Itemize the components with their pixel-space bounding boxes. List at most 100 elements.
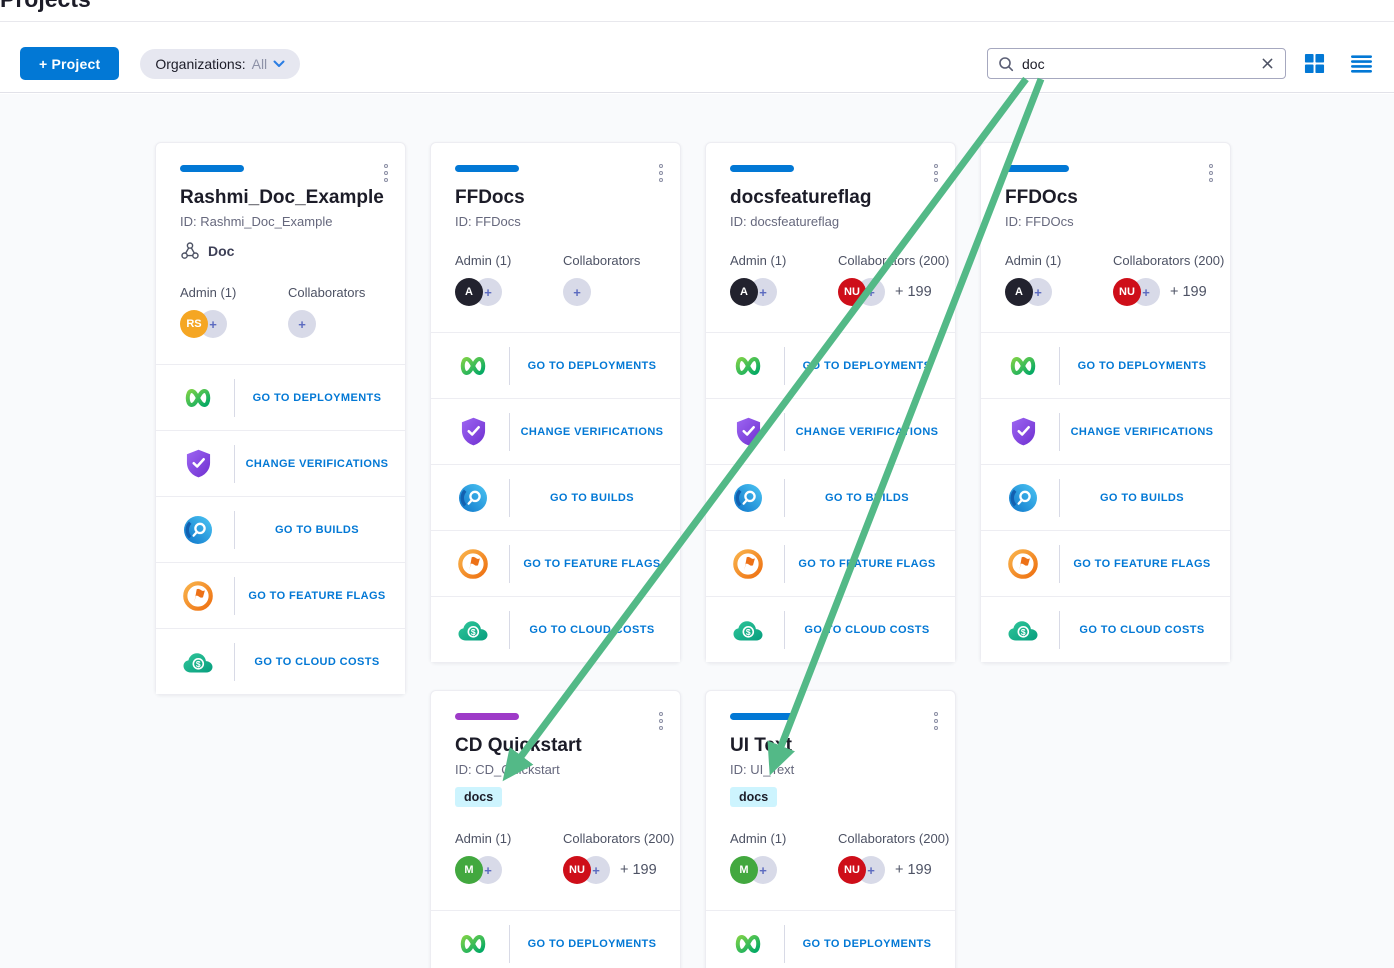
go-to-builds-link[interactable]: GO TO BUILDS bbox=[706, 464, 955, 530]
admin-avatar: M bbox=[730, 856, 758, 884]
go-to-builds-link[interactable]: GO TO BUILDS bbox=[981, 464, 1230, 530]
list-view-button[interactable] bbox=[1349, 53, 1374, 75]
go-to-feature-flags-link[interactable]: GO TO FEATURE FLAGS bbox=[706, 530, 955, 596]
go-to-cloud-costs-link[interactable]: GO TO CLOUD COSTS bbox=[431, 596, 680, 662]
add-collaborator-button[interactable]: + bbox=[288, 310, 316, 338]
collaborator-avatar: NU bbox=[838, 278, 866, 306]
admin-avatar: A bbox=[455, 278, 483, 306]
deployments-infinity-icon bbox=[457, 355, 489, 377]
projects-grid: Rashmi_Doc_Example ID: Rashmi_Doc_Exampl… bbox=[0, 94, 1394, 968]
project-title[interactable]: FFDOcs bbox=[1005, 187, 1078, 208]
go-to-cloud-costs-link[interactable]: GO TO CLOUD COSTS bbox=[981, 596, 1230, 662]
cloud-costs-icon bbox=[457, 618, 489, 642]
builds-ci-icon bbox=[1007, 483, 1039, 513]
deployments-infinity-icon bbox=[182, 387, 214, 409]
collaborators-label: Collaborators (200) bbox=[838, 253, 950, 268]
project-title[interactable]: FFDocs bbox=[455, 187, 525, 208]
feature-flag-icon bbox=[732, 549, 764, 579]
go-to-deployments-link[interactable]: GO TO DEPLOYMENTS bbox=[431, 910, 680, 968]
project-card-docsfeatureflag[interactable]: docsfeatureflag ID: docsfeatureflag Admi… bbox=[705, 142, 956, 663]
collaborator-avatar: NU bbox=[838, 856, 866, 884]
kebab-menu-icon[interactable] bbox=[379, 159, 393, 187]
grid-view-button[interactable] bbox=[1302, 51, 1327, 76]
toolbar: + Project Organizations: All bbox=[0, 23, 1394, 93]
builds-ci-icon bbox=[182, 515, 214, 545]
go-to-deployments-link[interactable]: GO TO DEPLOYMENTS bbox=[156, 364, 405, 430]
feature-flag-icon bbox=[1007, 549, 1039, 579]
collaborators-label: Collaborators (200) bbox=[1113, 253, 1225, 268]
add-collaborator-button[interactable]: + bbox=[563, 278, 591, 306]
project-id: ID: docsfeatureflag bbox=[730, 214, 840, 229]
project-title[interactable]: UI Text bbox=[730, 735, 792, 756]
project-id: ID: CD_Quickstart bbox=[455, 762, 560, 777]
go-to-cloud-costs-link[interactable]: GO TO CLOUD COSTS bbox=[156, 628, 405, 694]
admin-label: Admin (1) bbox=[730, 253, 787, 268]
go-to-deployments-link[interactable]: GO TO DEPLOYMENTS bbox=[706, 910, 955, 968]
project-title[interactable]: docsfeatureflag bbox=[730, 187, 872, 208]
kebab-menu-icon[interactable] bbox=[654, 707, 668, 735]
collaborators-label: Collaborators bbox=[288, 285, 366, 300]
tags-icon bbox=[180, 241, 200, 261]
project-color-bar bbox=[455, 713, 519, 720]
verification-shield-icon bbox=[457, 417, 489, 446]
admin-label: Admin (1) bbox=[730, 831, 787, 846]
ui-text-docs-tag: docs bbox=[730, 787, 778, 807]
project-card-ui-text[interactable]: UI Text ID: UI_Text docs Admin (1) M + C… bbox=[705, 690, 956, 968]
search-input[interactable] bbox=[1022, 55, 1260, 72]
clear-search-button[interactable] bbox=[1260, 56, 1275, 71]
change-verifications-link[interactable]: CHANGE VERIFICATIONS bbox=[431, 398, 680, 464]
search-box bbox=[987, 48, 1286, 79]
kebab-menu-icon[interactable] bbox=[654, 159, 668, 187]
go-to-deployments-link[interactable]: GO TO DEPLOYMENTS bbox=[431, 332, 680, 398]
deployments-infinity-icon bbox=[1007, 355, 1039, 377]
project-card-rashmi-doc-example[interactable]: Rashmi_Doc_Example ID: Rashmi_Doc_Exampl… bbox=[155, 142, 406, 695]
project-color-bar bbox=[730, 165, 794, 172]
kebab-menu-icon[interactable] bbox=[1204, 159, 1218, 187]
go-to-deployments-link[interactable]: GO TO DEPLOYMENTS bbox=[981, 332, 1230, 398]
feature-flag-icon bbox=[457, 549, 489, 579]
verification-shield-icon bbox=[182, 449, 214, 478]
project-card-ffdocs[interactable]: FFDocs ID: FFDocs Admin (1) A + Collabor… bbox=[430, 142, 681, 663]
organizations-filter-dropdown[interactable]: Organizations: All bbox=[140, 48, 301, 79]
search-icon bbox=[999, 56, 1014, 71]
go-to-deployments-link[interactable]: GO TO DEPLOYMENTS bbox=[706, 332, 955, 398]
change-verifications-link[interactable]: CHANGE VERIFICATIONS bbox=[981, 398, 1230, 464]
project-title[interactable]: CD Quickstart bbox=[455, 735, 582, 756]
collaborators-overflow-count: + 199 bbox=[1170, 284, 1207, 300]
go-to-cloud-costs-link[interactable]: GO TO CLOUD COSTS bbox=[706, 596, 955, 662]
kebab-menu-icon[interactable] bbox=[929, 159, 943, 187]
admin-avatar: A bbox=[1005, 278, 1033, 306]
admin-label: Admin (1) bbox=[455, 253, 512, 268]
go-to-feature-flags-link[interactable]: GO TO FEATURE FLAGS bbox=[981, 530, 1230, 596]
project-title[interactable]: Rashmi_Doc_Example bbox=[180, 187, 384, 208]
builds-ci-icon bbox=[732, 483, 764, 513]
admin-avatar: RS bbox=[180, 310, 208, 338]
tag-label: Doc bbox=[208, 243, 235, 259]
project-card-cd-quickstart[interactable]: CD Quickstart ID: CD_Quickstart docs Adm… bbox=[430, 690, 681, 968]
go-to-builds-link[interactable]: GO TO BUILDS bbox=[431, 464, 680, 530]
verification-shield-icon bbox=[732, 417, 764, 446]
project-id: ID: FFDocs bbox=[455, 214, 521, 229]
cloud-costs-icon bbox=[732, 618, 764, 642]
change-verifications-link[interactable]: CHANGE VERIFICATIONS bbox=[706, 398, 955, 464]
admin-label: Admin (1) bbox=[180, 285, 237, 300]
collaborator-avatar: NU bbox=[1113, 278, 1141, 306]
page-header: Projects bbox=[0, 0, 1394, 22]
collaborator-avatar: NU bbox=[563, 856, 591, 884]
cloud-costs-icon bbox=[1007, 618, 1039, 642]
admin-avatar: A bbox=[730, 278, 758, 306]
change-verifications-link[interactable]: CHANGE VERIFICATIONS bbox=[156, 430, 405, 496]
feature-flag-icon bbox=[182, 581, 214, 611]
grid-view-icon bbox=[1304, 53, 1325, 74]
go-to-feature-flags-link[interactable]: GO TO FEATURE FLAGS bbox=[431, 530, 680, 596]
go-to-builds-link[interactable]: GO TO BUILDS bbox=[156, 496, 405, 562]
page-title: Projects bbox=[0, 0, 91, 13]
admin-label: Admin (1) bbox=[1005, 253, 1062, 268]
new-project-button[interactable]: + Project bbox=[20, 47, 120, 80]
go-to-feature-flags-link[interactable]: GO TO FEATURE FLAGS bbox=[156, 562, 405, 628]
project-id: ID: FFDOcs bbox=[1005, 214, 1074, 229]
kebab-menu-icon[interactable] bbox=[929, 707, 943, 735]
collaborators-label: Collaborators (200) bbox=[838, 831, 950, 846]
admin-label: Admin (1) bbox=[455, 831, 512, 846]
project-card-ffdocs-2[interactable]: FFDOcs ID: FFDOcs Admin (1) A + Collabor… bbox=[980, 142, 1231, 663]
